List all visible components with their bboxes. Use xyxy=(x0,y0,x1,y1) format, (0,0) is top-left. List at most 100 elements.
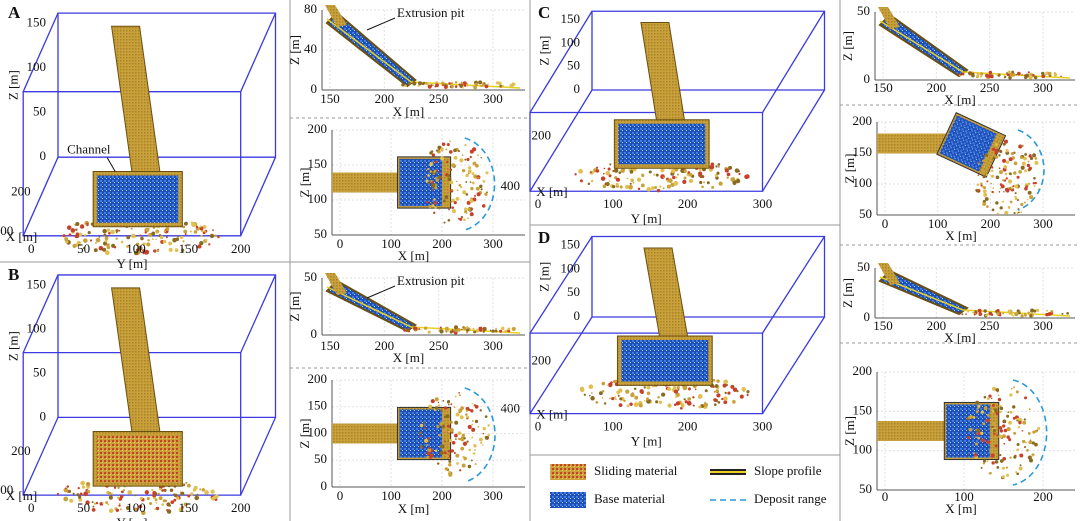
particle xyxy=(1004,172,1008,176)
x-tick-label: 200 xyxy=(981,216,1001,231)
particle xyxy=(454,85,458,88)
particle xyxy=(675,395,678,398)
particle xyxy=(1027,160,1030,163)
particle xyxy=(988,170,991,172)
particle xyxy=(1019,155,1023,159)
particle xyxy=(463,218,466,222)
particle xyxy=(104,236,109,241)
particle xyxy=(467,207,471,212)
x-axis-label: X [m] xyxy=(398,501,429,516)
particle xyxy=(978,162,981,165)
particle xyxy=(115,508,119,512)
z-tick-label: 0 xyxy=(311,81,318,96)
particle xyxy=(155,506,160,511)
box-edge xyxy=(529,316,593,414)
particle xyxy=(144,490,149,495)
particle xyxy=(204,490,209,495)
particle xyxy=(991,425,994,429)
particle xyxy=(462,190,467,195)
particle xyxy=(990,397,993,400)
y-tick-label: 100 xyxy=(126,241,146,256)
particle xyxy=(141,510,146,516)
particle xyxy=(723,379,729,385)
box-wireframe xyxy=(22,12,277,237)
particle xyxy=(443,415,447,419)
particle xyxy=(1002,142,1006,146)
particle xyxy=(196,493,199,496)
particle xyxy=(589,171,592,174)
particle xyxy=(985,173,988,176)
particle xyxy=(464,210,468,214)
particle xyxy=(163,230,166,233)
particle xyxy=(439,450,444,455)
particle xyxy=(482,432,485,435)
particle xyxy=(698,393,703,399)
particle xyxy=(85,500,90,505)
particle xyxy=(445,326,449,331)
particle xyxy=(1021,73,1024,76)
particle xyxy=(726,176,729,179)
z-tick-label: 0 xyxy=(40,408,47,423)
z-tick-label: 200 xyxy=(853,363,873,378)
particle xyxy=(1013,455,1017,459)
particle xyxy=(501,326,505,331)
particle xyxy=(158,488,162,491)
particle xyxy=(1003,428,1008,433)
particle xyxy=(701,185,704,189)
x-tick-label: 200 xyxy=(532,352,552,367)
particle xyxy=(184,233,187,236)
box-edge xyxy=(22,417,59,496)
y-axis-label: Y [m] xyxy=(116,256,147,271)
particle xyxy=(993,408,998,413)
particle xyxy=(443,199,446,203)
particle xyxy=(1009,456,1012,459)
particle xyxy=(1023,156,1027,161)
particle xyxy=(187,483,191,488)
particle xyxy=(482,330,485,333)
particle xyxy=(724,168,729,173)
particle xyxy=(1012,315,1015,317)
particle xyxy=(430,399,435,404)
particle xyxy=(440,147,444,151)
particle xyxy=(640,390,644,395)
particle xyxy=(983,186,987,190)
particle xyxy=(629,182,632,185)
particle xyxy=(165,236,168,239)
particle xyxy=(453,148,457,153)
y-tick-label: 200 xyxy=(231,500,251,515)
particle xyxy=(438,171,441,174)
particle xyxy=(578,168,583,174)
particle xyxy=(200,234,203,238)
particle xyxy=(135,242,140,247)
particle xyxy=(999,149,1003,154)
x-tick-label: 250 xyxy=(429,91,449,106)
particle xyxy=(475,163,479,168)
particle xyxy=(662,187,665,190)
particle xyxy=(1010,387,1013,390)
particle xyxy=(108,495,113,500)
particle xyxy=(450,449,455,453)
y-tick-label: 0 xyxy=(535,196,542,211)
z-axis-label: Z [m] xyxy=(842,154,857,184)
particle xyxy=(471,436,474,439)
particle xyxy=(466,157,470,162)
particle xyxy=(152,493,156,498)
particle xyxy=(469,198,474,204)
particle xyxy=(1009,393,1013,397)
x-tick-label: 250 xyxy=(980,318,1000,333)
particle xyxy=(975,189,979,193)
particle xyxy=(999,453,1002,457)
particle xyxy=(662,176,665,179)
particle xyxy=(612,185,616,189)
particle xyxy=(472,85,475,87)
particle xyxy=(706,181,710,185)
particle xyxy=(713,403,717,407)
annotation-arrow xyxy=(366,17,396,31)
particle xyxy=(1010,152,1015,156)
particle xyxy=(624,184,629,189)
particle xyxy=(989,472,992,475)
particle xyxy=(446,424,450,428)
particle xyxy=(482,426,486,431)
z-axis-label: Z [m] xyxy=(536,36,551,66)
particle xyxy=(694,388,697,391)
